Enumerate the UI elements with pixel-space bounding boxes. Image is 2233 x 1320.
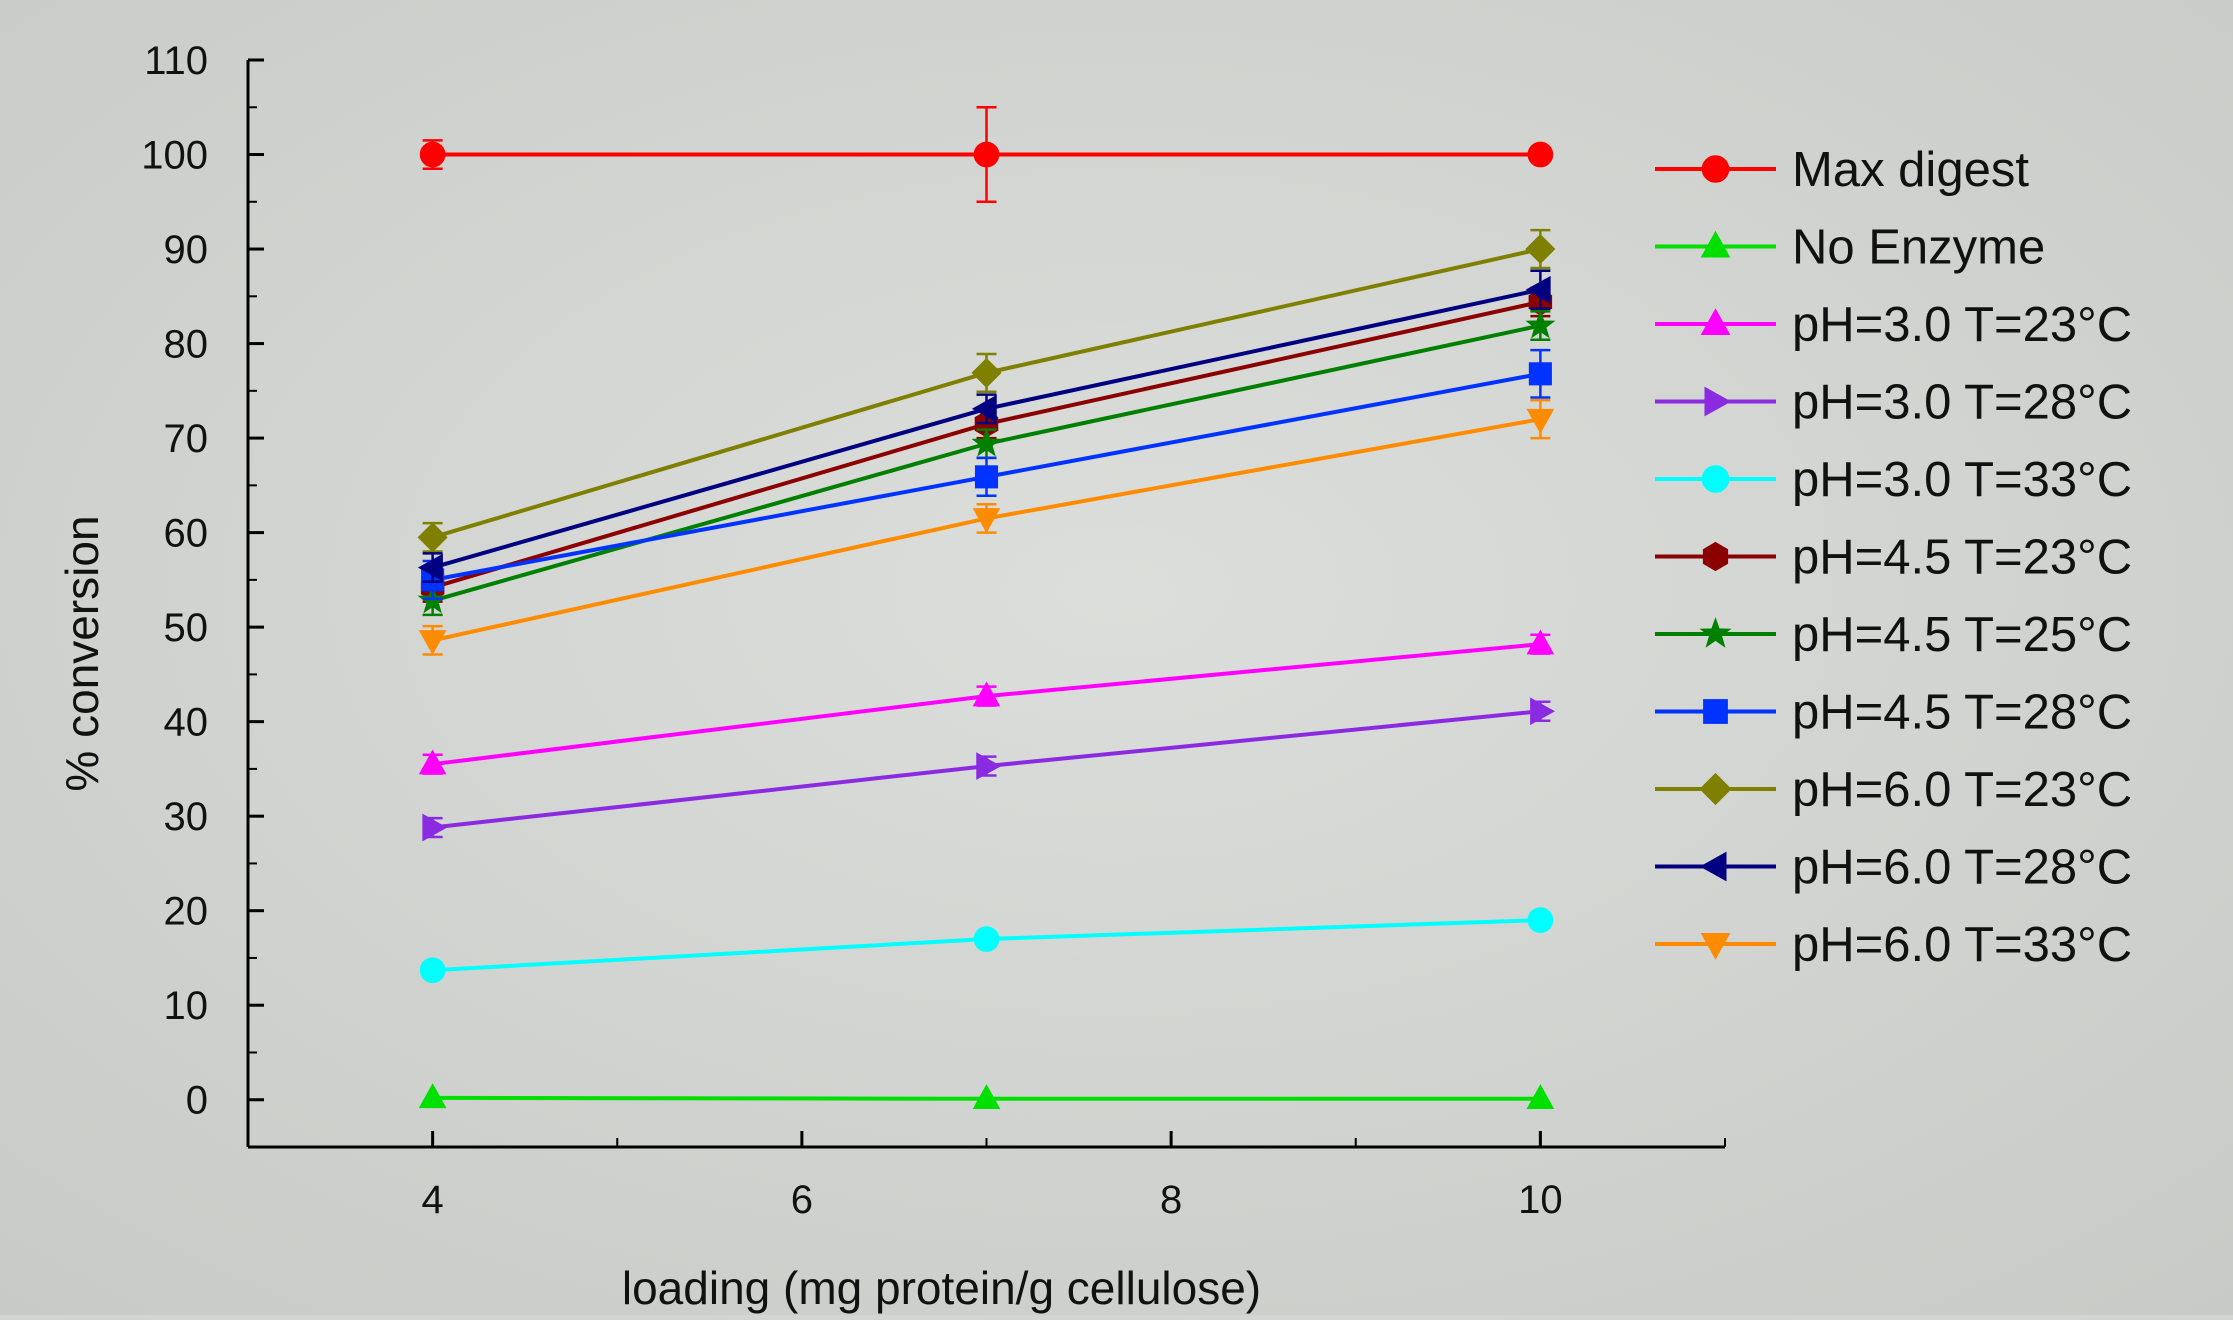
data-point xyxy=(1526,629,1555,655)
data-point xyxy=(422,813,448,842)
legend: Max digest No Enzyme pH=3.0 T=23°C pH=3.0 T… xyxy=(1655,143,2132,972)
legend-label: pH=4.5 T=25°C xyxy=(1792,608,2132,662)
legend-marker xyxy=(1702,541,1729,572)
data-point xyxy=(419,141,446,168)
data-point xyxy=(972,1084,1001,1110)
y-tick-label: 110 xyxy=(144,39,208,83)
y-tick-label: 80 xyxy=(164,323,209,367)
y-tick-label: 30 xyxy=(164,795,209,839)
series-0 xyxy=(419,106,1554,204)
y-tick-label: 60 xyxy=(164,512,209,556)
legend-label: pH=4.5 T=28°C xyxy=(1792,686,2132,740)
x-axis-title: loading (mg protein/g cellulose) xyxy=(622,1262,1261,1314)
data-point xyxy=(973,141,1000,168)
legend-item-9: pH=6.0 T=28°C xyxy=(1655,841,2132,895)
legend-label: pH=4.5 T=23°C xyxy=(1792,531,2132,585)
legend-label: Max digest xyxy=(1792,143,2029,197)
series-7 xyxy=(421,348,1552,601)
legend-marker xyxy=(1700,230,1731,258)
legend-marker xyxy=(1704,386,1732,417)
legend-marker xyxy=(1701,465,1730,493)
plot-area: 0 10 20 30 40 50 60 70 80 90 100 110 4 6 8 10 loading (m… xyxy=(56,39,1726,1314)
y-tick-label: 40 xyxy=(164,701,209,745)
legend-label: pH=3.0 T=33°C xyxy=(1792,453,2132,507)
y-tick-label: 10 xyxy=(164,984,209,1028)
data-point xyxy=(1527,907,1554,933)
data-point xyxy=(419,957,446,984)
series-9 xyxy=(417,269,1551,584)
y-tick-label: 90 xyxy=(164,228,209,272)
data-point xyxy=(1525,309,1556,339)
legend-label: pH=6.0 T=28°C xyxy=(1792,841,2132,895)
legend-label: No Enzyme xyxy=(1792,221,2045,275)
data-point xyxy=(1525,234,1556,265)
data-point xyxy=(1526,1084,1555,1110)
series-8 xyxy=(417,228,1556,553)
legend-item-2: pH=3.0 T=23°C xyxy=(1655,298,2132,352)
y-axis-title: % conversion xyxy=(56,515,108,791)
data-point xyxy=(418,749,447,775)
data-point xyxy=(974,465,999,489)
legend-label: pH=6.0 T=33°C xyxy=(1792,918,2132,972)
x-tick-label: 10 xyxy=(1518,1178,1563,1222)
x-tick-label: 8 xyxy=(1160,1178,1182,1222)
data-point xyxy=(1527,141,1554,168)
y-tick-label: 70 xyxy=(164,417,209,461)
legend-marker xyxy=(1700,933,1731,960)
data-point xyxy=(417,522,448,553)
x-tick-label: 6 xyxy=(791,1178,813,1222)
legend-marker xyxy=(1699,772,1732,806)
legend-marker xyxy=(1701,155,1730,183)
data-point xyxy=(1530,697,1556,726)
legend-item-6: pH=4.5 T=25°C xyxy=(1655,608,2132,662)
series-2 xyxy=(418,629,1555,775)
data-point xyxy=(1525,275,1551,304)
legend-item-7: pH=4.5 T=28°C xyxy=(1655,686,2132,740)
data-point xyxy=(971,428,1002,457)
series-3 xyxy=(422,697,1556,842)
y-tick-label: 20 xyxy=(164,890,209,934)
series-4 xyxy=(419,907,1554,984)
data-point xyxy=(418,630,447,656)
legend-item-10: pH=6.0 T=33°C xyxy=(1655,918,2132,972)
legend-label: pH=6.0 T=23°C xyxy=(1792,763,2132,817)
data-point xyxy=(1526,408,1555,434)
data-point xyxy=(971,394,997,423)
legend-marker xyxy=(1699,617,1732,648)
legend-item-0: Max digest xyxy=(1655,143,2029,197)
y-tick-label: 50 xyxy=(164,606,209,650)
data-point xyxy=(418,1083,447,1109)
data-point xyxy=(417,553,443,582)
legend-marker xyxy=(1699,851,1727,882)
data-point xyxy=(972,681,1001,707)
data-point xyxy=(971,357,1002,388)
series-1 xyxy=(418,1083,1555,1110)
data-point xyxy=(973,926,1000,952)
data-point xyxy=(972,508,1001,534)
legend-item-5: pH=4.5 T=23°C xyxy=(1655,531,2132,585)
legend-marker xyxy=(1700,308,1731,335)
legend-label: pH=3.0 T=23°C xyxy=(1792,298,2132,352)
legend-item-8: pH=6.0 T=23°C xyxy=(1655,763,2132,817)
legend-item-3: pH=3.0 T=28°C xyxy=(1655,376,2132,430)
legend-label: pH=3.0 T=28°C xyxy=(1792,376,2132,430)
legend-item-4: pH=3.0 T=33°C xyxy=(1655,453,2132,507)
data-point xyxy=(976,752,1002,780)
legend-item-1: No Enzyme xyxy=(1655,221,2045,275)
x-tick-label: 4 xyxy=(422,1178,444,1222)
data-point xyxy=(1528,362,1552,386)
legend-marker xyxy=(1703,699,1728,724)
y-tick-label: 0 xyxy=(186,1079,208,1123)
y-tick-label: 100 xyxy=(141,134,208,178)
series-10 xyxy=(418,399,1555,656)
